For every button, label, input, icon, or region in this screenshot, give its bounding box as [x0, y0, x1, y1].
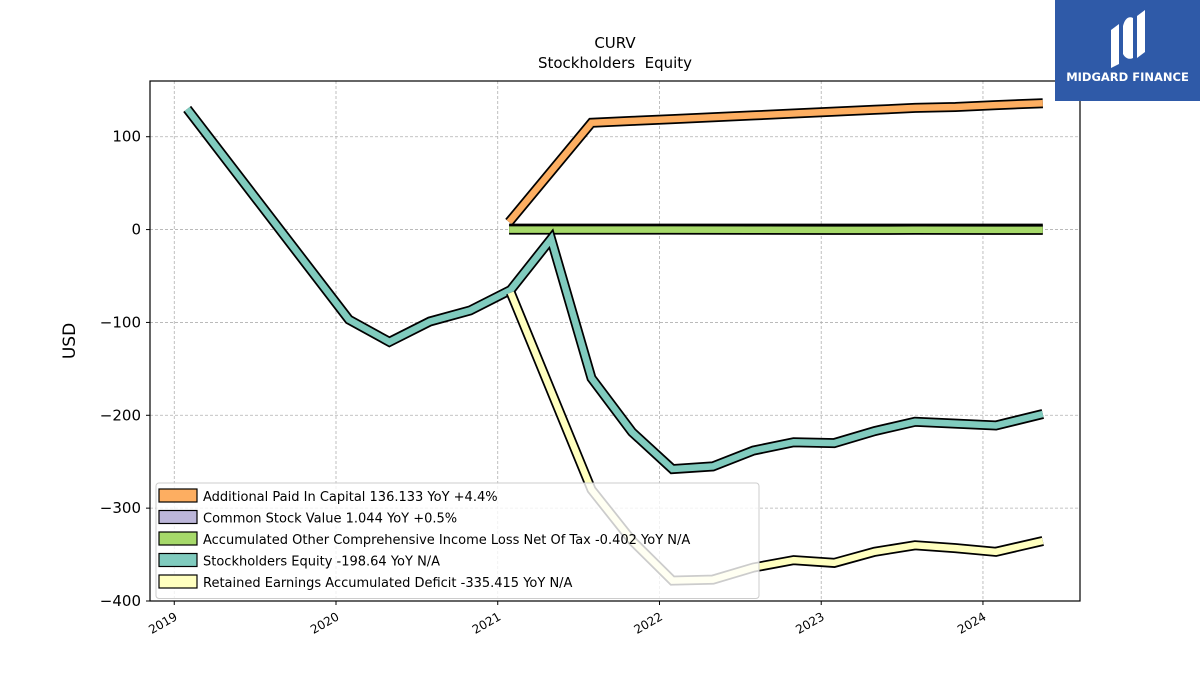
y-axis-label: USD [60, 323, 80, 359]
legend-label: Stockholders Equity -198.64 YoY N/A [203, 555, 440, 570]
legend-label: Common Stock Value 1.044 YoY +0.5% [203, 512, 457, 527]
x-tick-label: 2020 [308, 609, 341, 636]
x-tick-label: 2024 [955, 609, 988, 636]
y-tick-label: 100 [112, 128, 141, 146]
x-tick-label: 2022 [632, 609, 665, 636]
legend-swatch [158, 574, 198, 589]
legend-swatch [158, 509, 198, 525]
legend-box [155, 482, 760, 599]
y-tick-label: −400 [100, 592, 141, 610]
y-tick-label: −100 [100, 313, 141, 331]
x-axis: 2019 2020 2021 2022 2023 2024 [146, 601, 988, 637]
legend-swatch [158, 531, 198, 546]
legend-label: Retained Earnings Accumulated Deficit -3… [203, 576, 573, 591]
legend: Additional Paid In Capital 136.133 YoY +… [155, 482, 760, 599]
legend-swatch [158, 488, 198, 503]
legend-swatch [158, 552, 198, 568]
series-line-3 [183, 105, 1044, 475]
y-tick-label: 0 [131, 221, 141, 239]
y-tick-label: −300 [100, 499, 141, 517]
brand-logo-icon [1111, 10, 1145, 68]
x-tick-label: 2023 [793, 609, 826, 636]
chart-subtitle: Stockholders Equity [538, 54, 692, 72]
series-line-0 [505, 98, 1044, 226]
y-tick-label: −200 [100, 406, 141, 424]
chart-title: CURV [594, 34, 636, 52]
x-tick-label: 2021 [470, 609, 503, 636]
x-tick-label: 2019 [146, 609, 179, 636]
brand-name: MIDGARD FINANCE [1066, 70, 1189, 84]
legend-label: Additional Paid In Capital 136.133 YoY +… [203, 490, 498, 505]
y-axis: −400 −300 −200 −100 0 100 [100, 128, 150, 610]
plot-frame [149, 80, 1081, 602]
brand-logo: MIDGARD FINANCE [1055, 0, 1200, 101]
legend-label: Accumulated Other Comprehensive Income L… [203, 533, 690, 548]
